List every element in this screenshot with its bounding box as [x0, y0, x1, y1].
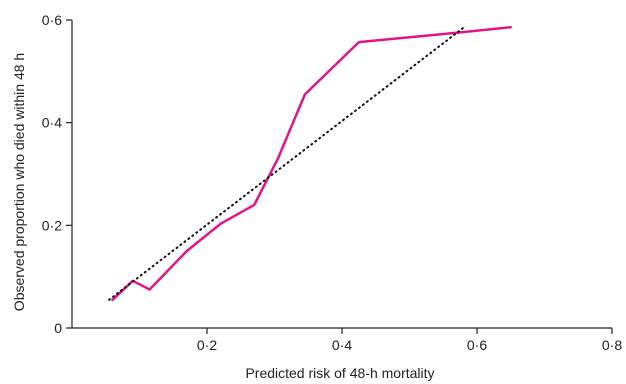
x-tick-label: 0·4 — [332, 337, 352, 353]
x-tick-label: 0·6 — [467, 337, 487, 353]
y-tick-label: 0·6 — [42, 12, 62, 28]
x-axis-label: Predicted risk of 48-h mortality — [245, 365, 434, 381]
y-axis-label: Observed proportion who died within 48 h — [11, 53, 27, 311]
x-tick-label: 0·2 — [197, 337, 217, 353]
y-tick-label: 0 — [54, 320, 62, 336]
series-layer — [108, 25, 513, 302]
ticks: 0·2 0·4 0·6 0·8 0 0·2 0·4 0·6 — [42, 12, 623, 353]
x-tick-label: 0·8 — [602, 337, 622, 353]
y-tick-label: 0·2 — [42, 217, 62, 233]
axes — [71, 20, 612, 329]
calibration-line — [111, 25, 513, 302]
y-tick-label: 0·4 — [42, 115, 62, 131]
reference-line — [108, 26, 465, 301]
